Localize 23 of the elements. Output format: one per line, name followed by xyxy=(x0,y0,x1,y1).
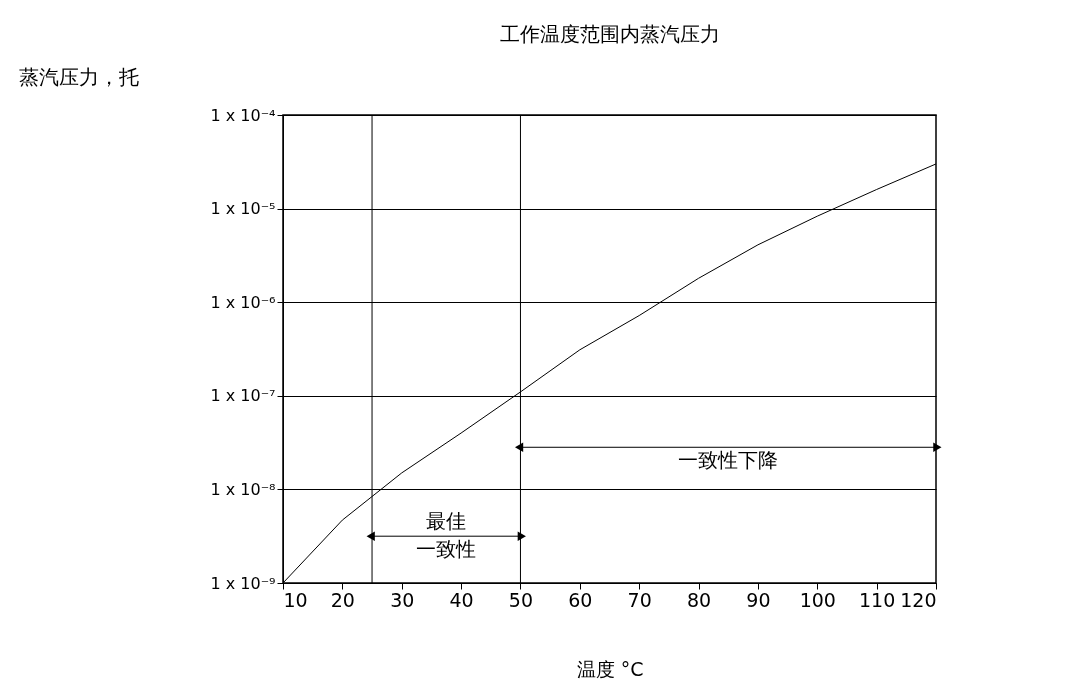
y-tick-label: 1 x 10⁻⁸ xyxy=(210,479,276,499)
annotation: 最佳一致性 xyxy=(416,509,477,562)
y-tick-label: 1 x 10⁻⁴ xyxy=(210,105,276,125)
x-tick-label: 100 xyxy=(799,588,836,611)
y-tick-label: 1 x 10⁻⁵ xyxy=(210,199,276,219)
x-tick-label: 50 xyxy=(508,588,534,611)
x-tick-label: 90 xyxy=(746,588,771,611)
x-tick-label: 40 xyxy=(449,588,474,611)
x-axis-title: 温度 °C xyxy=(576,657,644,680)
x-tick-label: 10 xyxy=(283,588,308,611)
y-tick-label: 1 x 10⁻⁹ xyxy=(210,573,276,593)
x-tick-label: 30 xyxy=(390,588,415,611)
y-axis-title: 蒸汽压力，托 xyxy=(18,64,139,89)
x-tick-label: 60 xyxy=(568,588,593,611)
y-tick-label: 1 x 10⁻⁷ xyxy=(210,386,276,406)
annotation: 一致性下降 xyxy=(678,448,779,473)
x-tick-label: 70 xyxy=(627,588,652,611)
x-tick-label: 120 xyxy=(900,588,937,611)
x-tick-label: 80 xyxy=(686,588,712,611)
chart-title: 工作温度范围内蒸汽压力 xyxy=(499,22,720,46)
y-tick-label: 1 x 10⁻⁶ xyxy=(210,292,276,312)
x-tick-label: 20 xyxy=(330,588,355,611)
x-tick-label: 110 xyxy=(859,588,896,611)
